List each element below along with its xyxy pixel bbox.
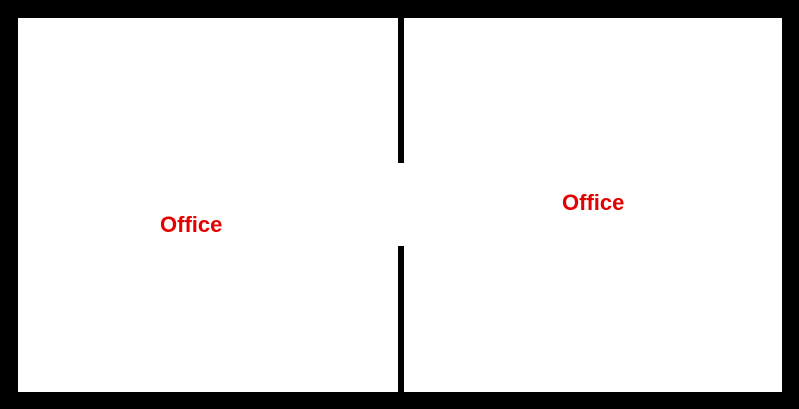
office-room-left	[18, 18, 398, 392]
office-room-right	[404, 18, 782, 392]
doorway-opening	[397, 163, 405, 246]
room-label-right: Office	[562, 190, 625, 215]
room-label-left: Office	[160, 212, 223, 237]
